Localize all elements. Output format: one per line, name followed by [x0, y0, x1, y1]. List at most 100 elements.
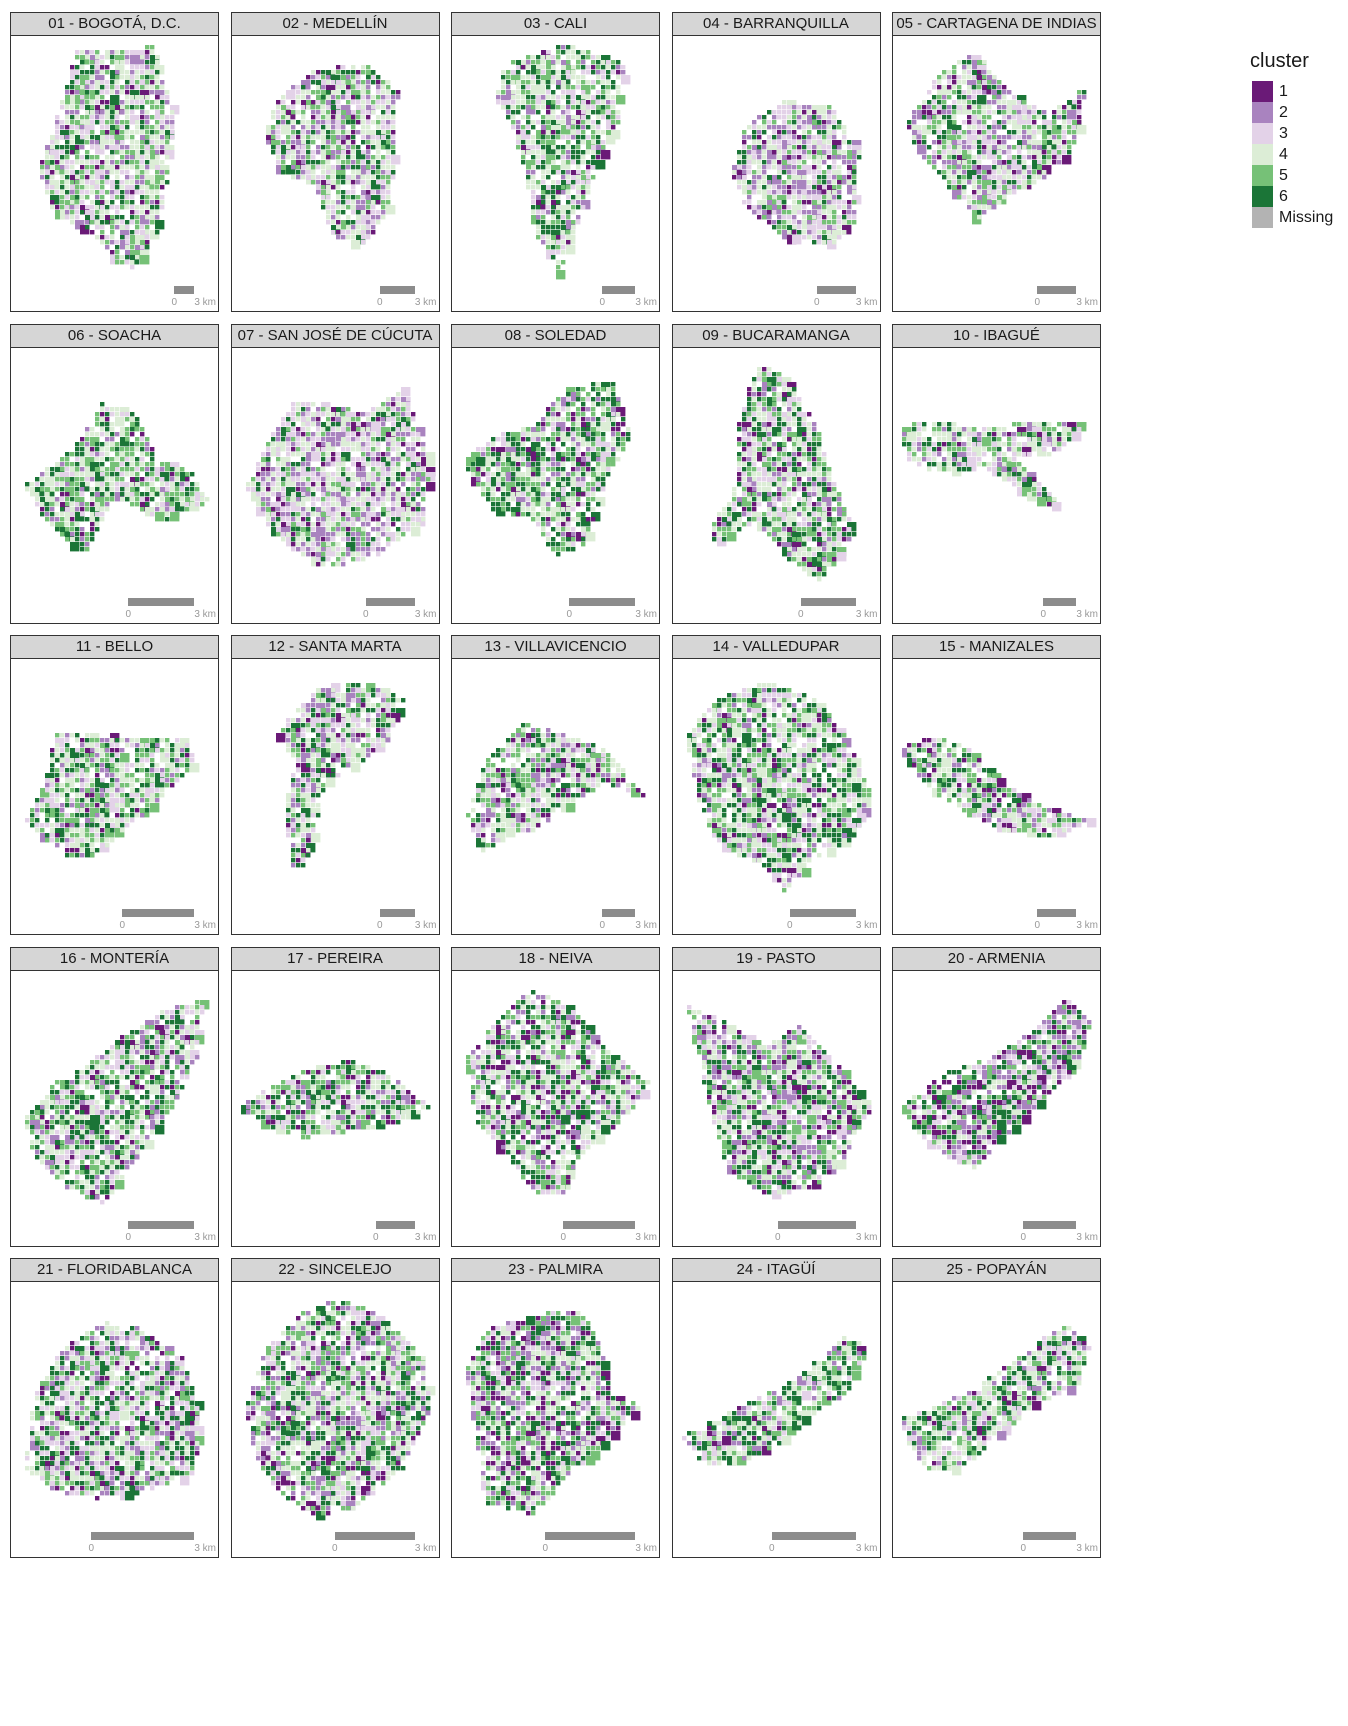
cluster-block — [410, 496, 415, 501]
cluster-block — [140, 85, 145, 90]
cluster-block — [305, 551, 310, 556]
cluster-block — [546, 195, 551, 200]
cluster-block — [972, 190, 977, 195]
cluster-block — [95, 501, 105, 511]
cluster-block — [425, 461, 430, 466]
cluster-block — [851, 190, 856, 195]
cluster-block — [846, 200, 851, 205]
cluster-block — [536, 471, 541, 476]
cluster-block — [120, 215, 125, 220]
cluster-block — [90, 85, 95, 90]
cluster-block — [561, 95, 566, 100]
cluster-block — [771, 175, 781, 185]
cluster-block — [55, 190, 60, 195]
cluster-block — [932, 160, 937, 165]
cluster-block — [395, 411, 400, 416]
cluster-block — [50, 190, 55, 195]
cluster-block — [135, 170, 145, 180]
cluster-block — [320, 531, 325, 536]
cluster-block — [110, 471, 115, 476]
cluster-block — [566, 446, 571, 451]
cluster-block — [75, 190, 80, 195]
cluster-block — [736, 170, 746, 180]
cluster-block — [135, 95, 140, 100]
cluster-block — [771, 205, 781, 215]
cluster-block — [606, 100, 611, 105]
cluster-block — [1012, 185, 1017, 190]
cluster-block — [491, 451, 496, 456]
cluster-block — [1037, 150, 1042, 155]
cluster-block — [816, 210, 821, 215]
cluster-block — [796, 125, 801, 130]
cluster-block — [561, 170, 566, 175]
cluster-block — [315, 80, 325, 90]
cluster-block — [345, 546, 350, 551]
cluster-block — [375, 125, 380, 130]
cluster-block — [982, 100, 987, 105]
cluster-block — [982, 170, 987, 175]
cluster-block — [541, 426, 546, 431]
cluster-block — [526, 125, 531, 130]
cluster-block — [937, 145, 942, 150]
cluster-block — [65, 170, 70, 175]
cluster-block — [566, 526, 571, 531]
cluster-block — [265, 441, 270, 446]
cluster-block — [355, 501, 360, 506]
cluster-block — [280, 155, 285, 160]
cluster-block — [912, 135, 917, 140]
cluster-block — [305, 75, 310, 80]
cluster-block — [546, 441, 551, 446]
cluster-block — [280, 526, 290, 536]
cluster-block — [320, 476, 325, 481]
cluster-block — [927, 125, 932, 130]
cluster-block — [365, 105, 375, 115]
cluster-block — [155, 185, 160, 190]
cluster-block — [285, 481, 290, 486]
cluster-block — [746, 200, 751, 205]
cluster-block — [310, 446, 315, 451]
cluster-block — [340, 436, 350, 446]
cluster-block — [576, 456, 586, 466]
cluster-block — [952, 115, 957, 120]
cluster-block — [395, 90, 400, 95]
cluster-block — [776, 105, 781, 110]
cluster-block — [170, 471, 175, 476]
cluster-block — [551, 215, 556, 220]
cluster-block — [325, 140, 330, 145]
cluster-block — [130, 150, 140, 160]
cluster-block — [320, 160, 325, 165]
cluster-block — [385, 185, 390, 190]
cluster-block — [90, 446, 95, 451]
cluster-block — [350, 411, 355, 416]
cluster-block — [320, 135, 330, 145]
cluster-block — [170, 466, 175, 471]
cluster-block — [315, 441, 325, 451]
cluster-block — [360, 230, 365, 235]
cluster-block — [325, 175, 330, 180]
cluster-block — [345, 471, 350, 476]
cluster-block — [1072, 115, 1077, 120]
cluster-block — [526, 105, 536, 115]
cluster-block — [786, 381, 796, 391]
cluster-block — [100, 130, 110, 140]
cluster-block — [596, 476, 601, 481]
cluster-block — [75, 90, 80, 95]
cluster-block — [831, 155, 836, 160]
cluster-block — [275, 130, 280, 135]
cluster-block — [551, 250, 556, 255]
cluster-block — [606, 75, 611, 80]
cluster-block — [1012, 110, 1017, 115]
cluster-block — [581, 100, 586, 105]
cluster-block — [100, 441, 105, 446]
cluster-block — [476, 481, 481, 486]
cluster-block — [90, 476, 95, 481]
cluster-block — [596, 401, 601, 406]
cluster-block — [305, 511, 310, 516]
cluster-block — [611, 401, 616, 406]
cluster-block — [305, 476, 310, 481]
cluster-block — [831, 135, 836, 140]
cluster-block — [110, 456, 115, 461]
cluster-block — [1027, 125, 1032, 130]
cluster-block — [1027, 130, 1037, 140]
cluster-block — [405, 496, 410, 501]
